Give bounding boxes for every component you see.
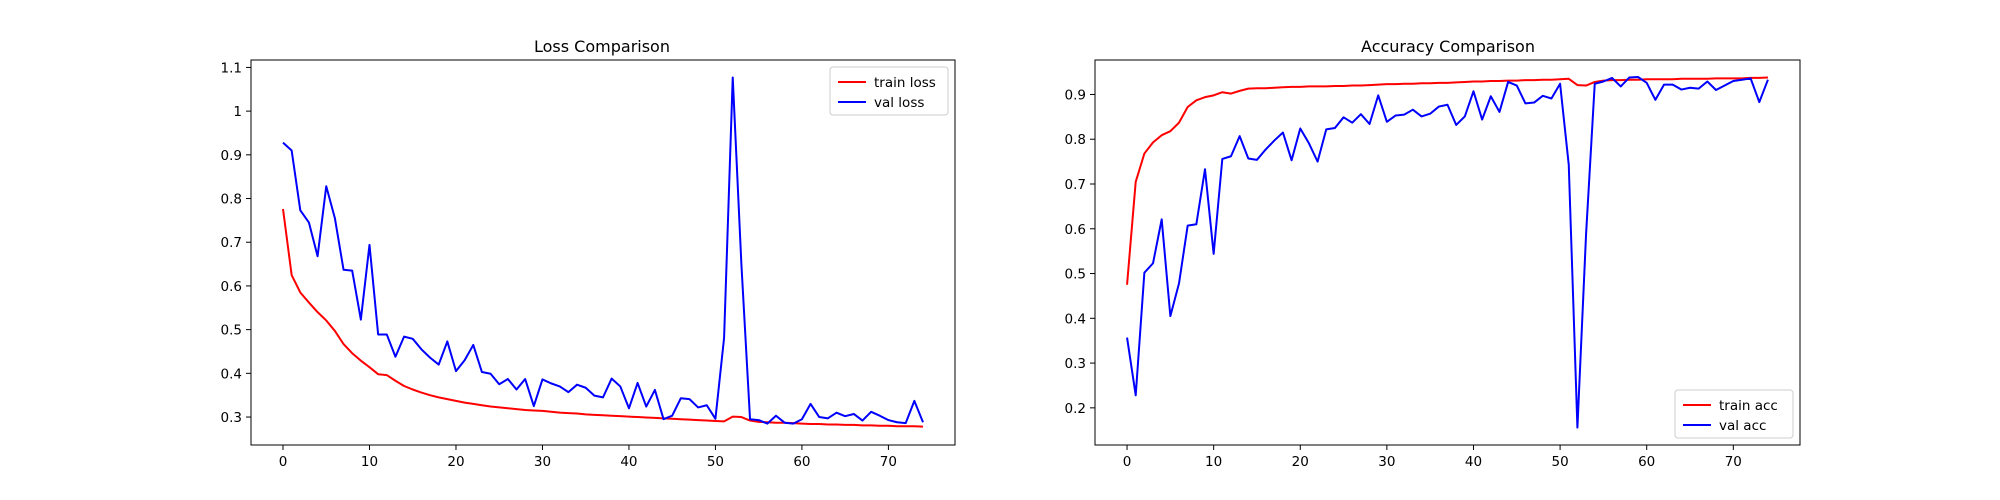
acc-series-line-train (1126, 76, 1769, 285)
loss-y-tick-label: 0.8 (221, 192, 242, 208)
loss-y-tick-label: 0.7 (221, 235, 242, 251)
acc-legend-label: val acc (1719, 418, 1766, 434)
loss-y-tick-label: 1 (233, 104, 242, 120)
loss-x-tick-label: 0 (279, 454, 288, 470)
acc-y-tick-label: 0.3 (1065, 356, 1086, 372)
acc-x-tick-label: 0 (1123, 454, 1132, 470)
acc-y-tick-label: 0.6 (1065, 222, 1086, 238)
loss-legend-label: val loss (874, 95, 924, 111)
loss-legend: train loss val loss (829, 66, 949, 116)
acc-y-tick-label: 0.4 (1065, 311, 1086, 327)
loss-y-tick-label: 0.6 (221, 279, 242, 295)
loss-y-tick-label: 0.9 (221, 148, 242, 164)
acc-y-tick-label: 0.2 (1065, 401, 1086, 417)
acc-y-tick-label: 0.5 (1065, 267, 1086, 283)
acc-x-tick-label: 20 (1292, 454, 1309, 470)
loss-y-tick-label: 0.4 (221, 366, 242, 382)
loss-chart-title: Loss Comparison (534, 37, 670, 56)
acc-y-tick-label: 0.8 (1065, 132, 1086, 148)
loss-series-line-train (282, 208, 924, 428)
acc-x-tick-label: 30 (1378, 454, 1395, 470)
loss-series-line-val (282, 76, 924, 425)
acc-x-tick-label: 10 (1205, 454, 1222, 470)
accuracy-chart: Accuracy Comparison 0 10 20 30 40 50 60 70 0.2 0.… (1065, 37, 1801, 470)
loss-y-tick-label: 0.3 (221, 410, 242, 426)
acc-y-tick-label: 0.9 (1065, 87, 1086, 103)
loss-x-tick-label: 10 (361, 454, 378, 470)
loss-plot-area (250, 59, 956, 446)
acc-x-tick-label: 50 (1551, 454, 1568, 470)
loss-x-tick-label: 40 (620, 454, 637, 470)
loss-legend-label: train loss (874, 75, 936, 91)
acc-series-line-val (1126, 76, 1769, 429)
loss-x-tick-label: 50 (707, 454, 724, 470)
acc-x-tick-label: 40 (1465, 454, 1482, 470)
acc-x-tick-label: 60 (1638, 454, 1655, 470)
loss-x-tick-label: 20 (447, 454, 464, 470)
loss-y-tick-label: 0.5 (221, 323, 242, 339)
acc-x-tick-label: 70 (1725, 454, 1742, 470)
acc-plot-area (1094, 59, 1801, 446)
acc-legend-label: train acc (1719, 398, 1778, 414)
loss-y-tick-label: 1.1 (221, 60, 242, 76)
acc-legend: train acc val acc (1674, 389, 1794, 439)
accuracy-chart-title: Accuracy Comparison (1361, 37, 1535, 56)
loss-x-tick-label: 60 (793, 454, 810, 470)
loss-x-tick-label: 30 (534, 454, 551, 470)
loss-x-tick-label: 70 (880, 454, 897, 470)
acc-y-tick-label: 0.7 (1065, 177, 1086, 193)
loss-chart: Loss Comparison 0 10 20 30 40 50 60 70 0.3 0.4 0.5… (221, 37, 956, 470)
